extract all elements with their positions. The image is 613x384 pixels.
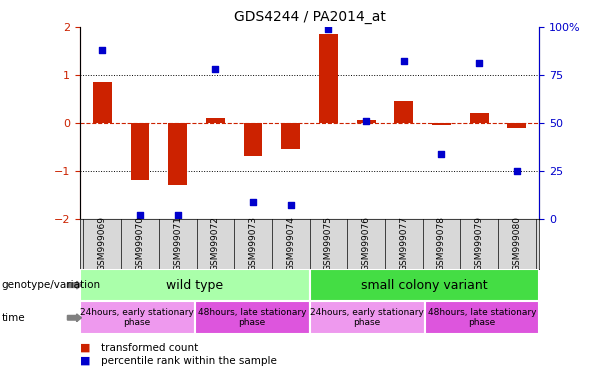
Text: 24hours, early stationary
phase: 24hours, early stationary phase [80,308,194,328]
Text: GSM999072: GSM999072 [211,217,220,271]
Bar [424,301,539,334]
Bar [432,123,451,125]
Point [286,202,295,209]
Bar [470,113,489,123]
Text: GSM999075: GSM999075 [324,216,333,271]
Text: time: time [1,313,25,323]
Text: ■: ■ [80,343,90,353]
Text: transformed count: transformed count [101,343,199,353]
Bar [195,301,310,334]
Text: 24hours, early stationary
phase: 24hours, early stationary phase [310,308,424,328]
Bar [319,34,338,123]
Bar [168,123,187,185]
Point [361,118,371,124]
Text: GSM999079: GSM999079 [474,216,484,271]
Point [324,26,333,32]
Point [173,212,183,218]
Point [512,168,522,174]
Bar [80,301,195,334]
Point [399,58,409,65]
Text: GSM999069: GSM999069 [98,216,107,271]
Text: wild type: wild type [166,279,223,291]
Text: GSM999071: GSM999071 [173,216,182,271]
Bar [93,82,112,123]
Text: GSM999073: GSM999073 [248,216,257,271]
Bar [508,123,526,127]
Text: 48hours, late stationary
phase: 48hours, late stationary phase [428,308,536,328]
Bar [310,301,424,334]
Bar [131,123,150,180]
Bar [281,123,300,149]
Bar [394,101,413,123]
Title: GDS4244 / PA2014_at: GDS4244 / PA2014_at [234,10,386,25]
Text: genotype/variation: genotype/variation [1,280,101,290]
Point [474,60,484,66]
Text: 48hours, late stationary
phase: 48hours, late stationary phase [198,308,306,328]
Text: GSM999077: GSM999077 [399,216,408,271]
Text: GSM999076: GSM999076 [362,216,371,271]
Bar [243,123,262,157]
Point [210,66,220,72]
Text: GSM999074: GSM999074 [286,217,295,271]
Text: GSM999078: GSM999078 [437,216,446,271]
Point [436,151,446,157]
Text: GSM999080: GSM999080 [512,216,521,271]
Text: ■: ■ [80,356,90,366]
Text: percentile rank within the sample: percentile rank within the sample [101,356,277,366]
Point [135,212,145,218]
Point [97,47,107,53]
Text: small colony variant: small colony variant [361,279,488,291]
Point [248,199,258,205]
Bar [206,118,225,123]
Bar [357,121,376,123]
Bar [80,269,310,301]
Bar [310,269,539,301]
Text: GSM999070: GSM999070 [135,216,145,271]
